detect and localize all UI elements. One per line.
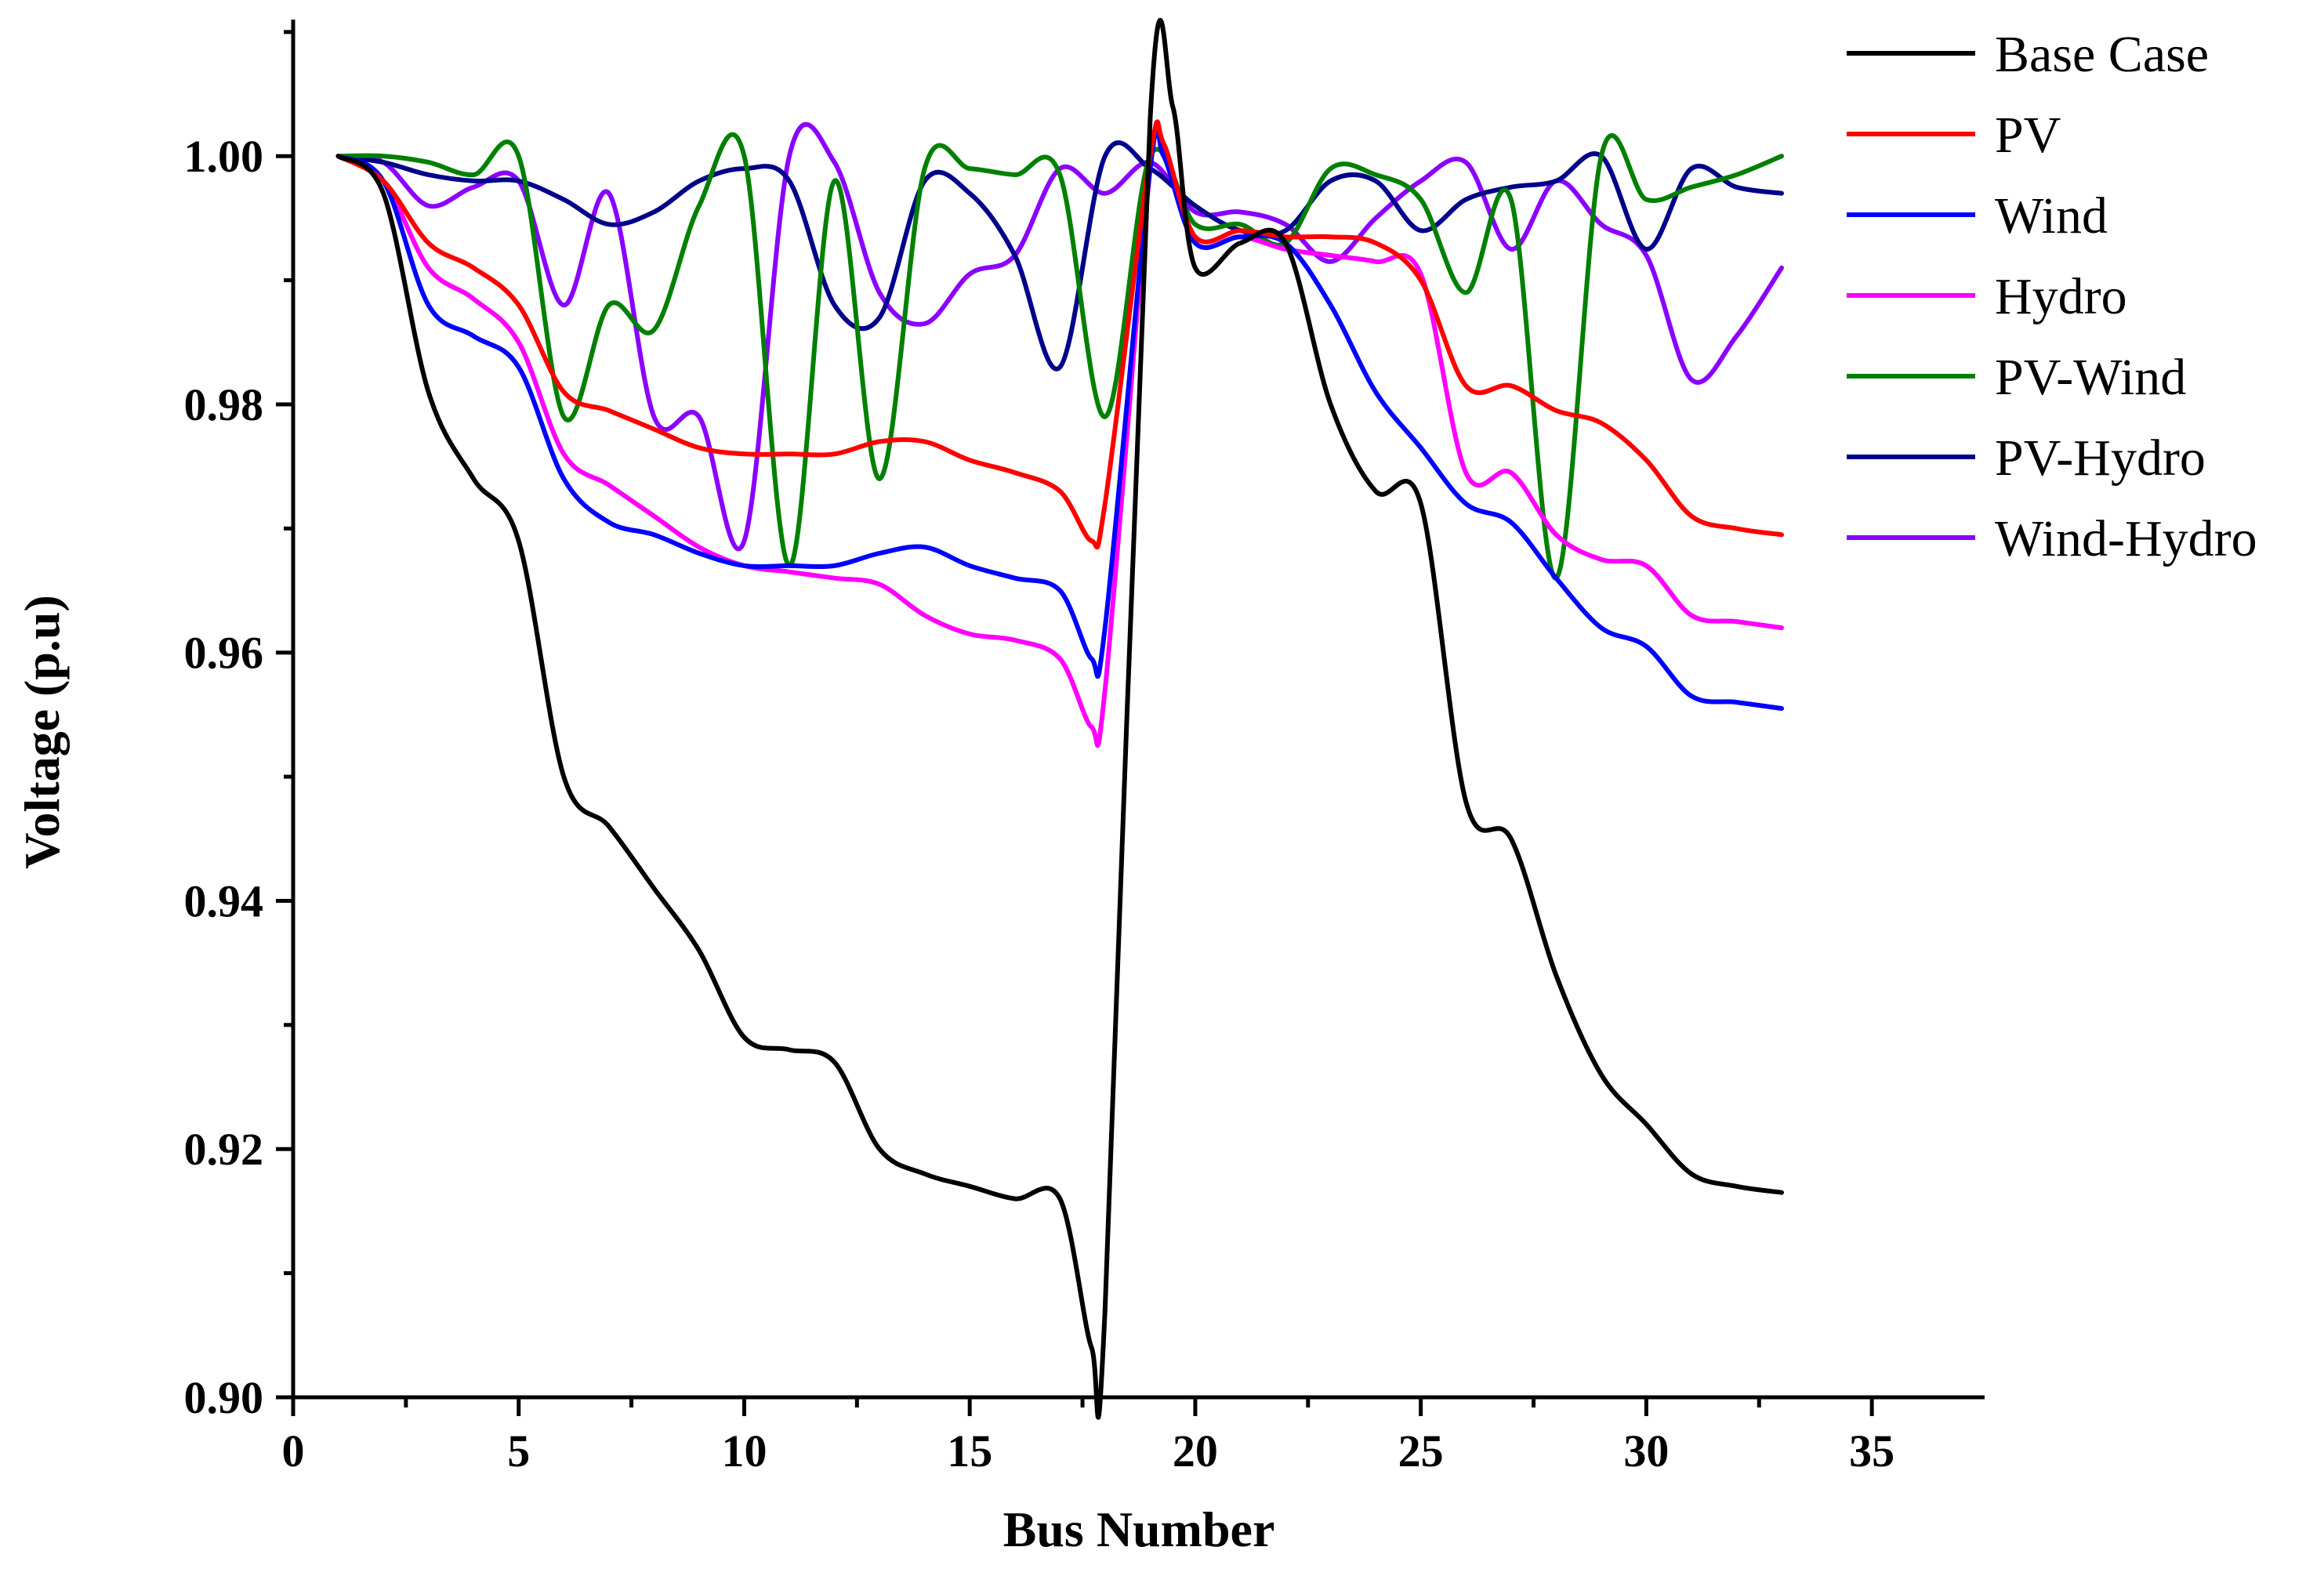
y-tick-label: 0.94 (184, 875, 264, 926)
series-line-pv-hydro (335, 140, 1784, 371)
legend-label-hydro: Hydro (1995, 268, 2127, 325)
series-line-wind-hydro (335, 121, 1784, 552)
x-tick-label: 25 (1398, 1426, 1444, 1476)
y-axis-title: Voltage (p.u) (14, 595, 70, 869)
series-line-pv (335, 119, 1784, 550)
series-line-pv-wind (335, 132, 1784, 581)
y-axis-ticks: 0.90 0.92 0.94 0.96 0.98 1.00 (184, 30, 293, 1423)
legend-label-pv-hydro: PV-Hydro (1995, 429, 2206, 487)
series-line-hydro (335, 119, 1784, 748)
series-layer (335, 18, 1784, 1420)
legend: Base Case PV Wind Hydro PV-Wind PV-Hydro Wind-… (1847, 26, 2257, 567)
x-axis-ticks: 0 5 10 15 20 25 30 35 (282, 1397, 1894, 1476)
x-tick-label: 10 (721, 1426, 767, 1476)
x-tick-label: 5 (507, 1426, 530, 1476)
y-tick-label: 1.00 (184, 131, 264, 182)
legend-label-pv-wind: PV-Wind (1995, 349, 2186, 406)
y-tick-label: 0.90 (184, 1372, 264, 1423)
x-tick-label: 35 (1849, 1426, 1894, 1476)
x-tick-label: 20 (1173, 1426, 1218, 1476)
legend-label-wind: Wind (1995, 187, 2108, 245)
legend-label-base-case: Base Case (1995, 26, 2209, 83)
x-tick-label: 0 (282, 1426, 305, 1476)
legend-label-pv: PV (1995, 107, 2061, 164)
series-line-base-case (335, 18, 1784, 1420)
x-tick-label: 30 (1623, 1426, 1669, 1476)
y-tick-label: 0.98 (184, 379, 264, 430)
x-axis-title: Bus Number (1003, 1502, 1275, 1557)
legend-label-wind-hydro: Wind-Hydro (1995, 510, 2257, 567)
y-tick-label: 0.92 (184, 1124, 264, 1175)
series-line-wind (335, 124, 1784, 711)
y-tick-label: 0.96 (184, 628, 264, 679)
x-tick-label: 15 (947, 1426, 992, 1476)
